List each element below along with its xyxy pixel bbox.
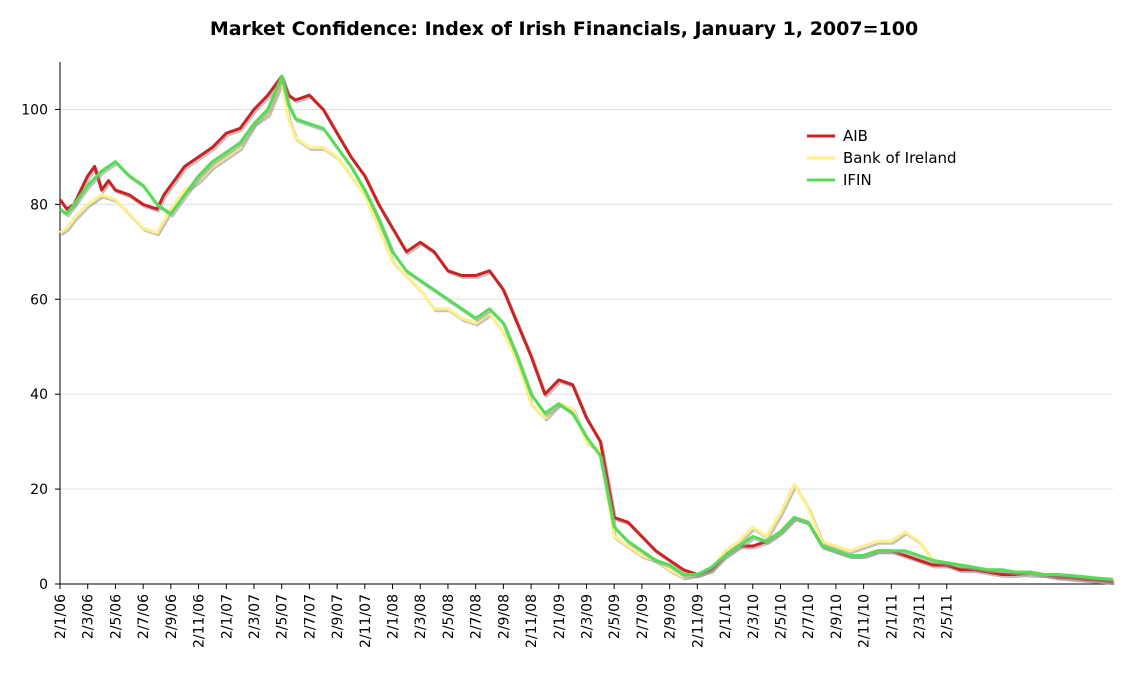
x-tick-label: 2/5/07: [275, 594, 291, 639]
legend-label: AIB: [843, 127, 868, 145]
y-tick-label: 20: [30, 482, 48, 498]
y-tick-label: 100: [21, 102, 48, 118]
chart-title: Market Confidence: Index of Irish Financ…: [209, 18, 919, 40]
x-tick-label: 2/5/10: [773, 594, 789, 639]
x-tick-label: 2/9/09: [663, 594, 679, 639]
legend-label: Bank of Ireland: [843, 149, 957, 167]
x-tick-label: 2/11/10: [857, 594, 873, 648]
x-tick-label: 2/3/07: [247, 594, 263, 639]
x-tick-label: 2/11/06: [192, 594, 208, 648]
x-tick-label: 2/11/08: [524, 594, 540, 648]
x-tick-label: 2/7/10: [801, 594, 817, 639]
x-tick-label: 2/11/09: [690, 594, 706, 648]
x-tick-label: 2/9/08: [496, 594, 512, 639]
x-tick-label: 2/5/09: [607, 594, 623, 639]
x-tick-label: 2/5/08: [441, 594, 457, 639]
series-lines: [58, 74, 1115, 586]
x-tick-label: 2/9/06: [164, 594, 180, 639]
axes: [55, 62, 1113, 589]
y-tick-label: 0: [39, 577, 48, 593]
x-tick-label: 2/11/07: [358, 594, 374, 648]
x-tick-label: 2/1/11: [884, 594, 900, 639]
x-tick-label: 2/1/07: [219, 594, 235, 639]
x-tick-label: 2/9/07: [330, 594, 346, 639]
legend-label: IFIN: [843, 171, 872, 189]
y-tick-label: 80: [30, 197, 48, 213]
x-tick-label: 2/7/08: [469, 594, 485, 639]
y-tick-label: 40: [30, 387, 48, 403]
gridlines: [60, 108, 1113, 490]
x-tick-label: 2/3/11: [912, 594, 928, 639]
x-tick-label: 2/5/11: [940, 594, 956, 639]
x-tick-label: 2/9/10: [829, 594, 845, 639]
x-tick-labels: 2/1/06 2/3/06 2/5/06 2/7/06 2/9/06 2/11/06 2/1…: [53, 594, 956, 648]
x-tick-label: 2/7/06: [136, 594, 152, 639]
x-tick-label: 2/1/08: [386, 594, 402, 639]
series-line-ifin: [59, 74, 1114, 581]
y-tick-label: 60: [30, 292, 48, 308]
x-tick-label: 2/7/07: [302, 594, 318, 639]
x-tick-label: 2/3/08: [413, 594, 429, 639]
x-tick-label: 2/1/06: [53, 594, 69, 639]
x-tick-label: 2/3/06: [81, 594, 97, 639]
legend: AIB Bank of Ireland IFIN: [807, 127, 957, 189]
x-tick-label: 2/7/09: [635, 594, 651, 639]
x-tick-label: 2/3/09: [580, 594, 596, 639]
series-line-aib: [58, 74, 1114, 584]
x-tick-label: 2/1/09: [552, 594, 568, 639]
x-tick-label: 2/3/10: [746, 594, 762, 639]
x-tick-label: 2/1/10: [718, 594, 734, 639]
y-tick-labels: 0 20 40 60 80 100: [21, 102, 48, 593]
x-tick-label: 2/5/06: [108, 594, 124, 639]
